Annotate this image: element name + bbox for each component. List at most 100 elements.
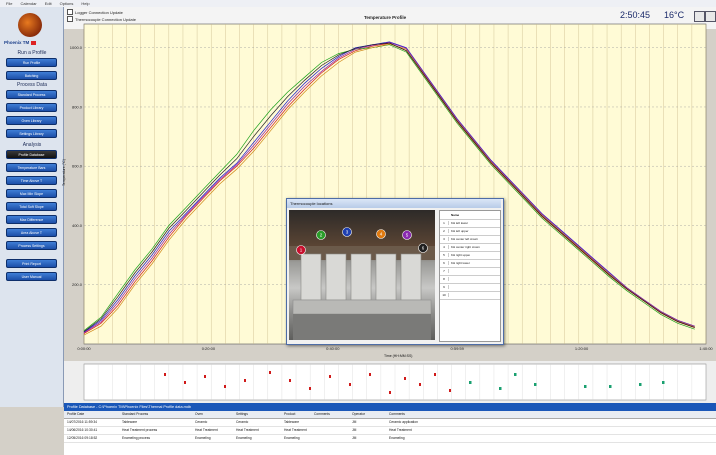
menu-help[interactable]: Help	[81, 1, 90, 6]
x-tick-label: 0:40:00	[326, 346, 340, 351]
red-marker	[309, 387, 311, 390]
col-oven[interactable]: Oven	[195, 412, 203, 416]
col-comments[interactable]: Comments	[314, 412, 330, 416]
oven-library-button[interactable]: Oven Library	[6, 116, 57, 125]
table-row[interactable]: 12/05/2016 09:18:52 Enameling process Enam…	[64, 435, 716, 443]
green-marker	[584, 385, 587, 388]
red-marker	[204, 375, 206, 378]
thermocouple-row[interactable]: 8	[440, 275, 500, 284]
col-settings[interactable]: Settings	[236, 412, 248, 416]
col-standard-process[interactable]: Standard Process	[122, 412, 149, 416]
thermocouple-name: KH center left crown	[451, 237, 479, 241]
table-row[interactable]: 14/06/2016 10:30:41 Heat Treatment proces…	[64, 427, 716, 435]
thermocouple-row[interactable]: 10	[440, 291, 500, 300]
table-cell: Heat Treatment	[195, 428, 218, 432]
menu-file[interactable]: File	[6, 1, 13, 6]
total-soft-slope-button[interactable]: Total Soft Slope	[6, 202, 57, 211]
settings-library-button[interactable]: Settings Library	[6, 129, 57, 138]
table-header: Name	[440, 211, 500, 220]
col-product[interactable]: Product	[284, 412, 296, 416]
table-cell: Heat Treatment process	[122, 428, 158, 432]
batching-button[interactable]: Batching	[6, 71, 57, 80]
table-cell: Enameling	[236, 436, 252, 440]
thermocouple-name: KH left lower	[451, 221, 469, 225]
thermocouple-row[interactable]: 2 KH left upper	[440, 227, 500, 236]
table-cell: 14/07/2016 11:59:34	[67, 420, 98, 424]
red-marker	[449, 389, 451, 392]
x-tick-label: 1:20:00	[575, 346, 589, 351]
y-tick-label: 800.0	[72, 104, 83, 109]
thermocouple-marker-icon	[296, 245, 306, 255]
chart-title: Temperature Profile	[364, 15, 407, 20]
logger-connection-check[interactable]: Logger Connection Update	[67, 9, 123, 15]
thermocouple-marker-label: 2	[320, 233, 323, 238]
area-above-t-button[interactable]: Area Above T	[6, 228, 57, 237]
thermocouple-row[interactable]: 3 KH center left crown	[440, 235, 500, 244]
thermocouple-marker-label: 1	[300, 248, 303, 253]
user-manual-button[interactable]: User Manual	[6, 272, 57, 281]
green-marker	[499, 387, 502, 390]
thermocouple-row[interactable]: 9	[440, 283, 500, 292]
run-profile-button[interactable]: Run Profile	[6, 58, 57, 67]
toolbar-icon-1[interactable]	[694, 11, 705, 22]
section-process-data-title: Process Data	[16, 82, 47, 88]
thermocouple-number: 1	[440, 221, 449, 225]
x-tick-label: 1:40:00	[699, 346, 713, 351]
time-above-t-button[interactable]: Time Above T	[6, 176, 57, 185]
thermocouple-row[interactable]: 5 KH right upper	[440, 251, 500, 260]
marker-strip	[64, 361, 716, 403]
col-profile-date[interactable]: Profile Date	[67, 412, 85, 416]
table-cell: 12/05/2016 09:18:52	[67, 436, 98, 440]
red-marker	[244, 379, 246, 382]
max-min-slope-button[interactable]: Max Min Slope	[6, 189, 57, 198]
series-line	[83, 42, 695, 332]
max-difference-button[interactable]: Max Difference	[6, 215, 57, 224]
green-marker	[534, 383, 537, 386]
thermocouple-connection-check[interactable]: Thermocouple Connection Update	[67, 16, 136, 22]
profile-database-button[interactable]: Profile Database	[6, 150, 57, 159]
table-cell: Tableware	[284, 420, 300, 424]
thermocouple-row[interactable]: 1 KH left lower	[440, 219, 500, 228]
checkbox-icon	[67, 9, 73, 15]
red-marker	[369, 373, 371, 376]
profile-database-panel: Profile Database - C:\Phoenix TM\Phoenix…	[64, 403, 716, 455]
thermocouple-name: KH left upper	[451, 229, 469, 233]
thermocouple-number: 2	[440, 229, 449, 233]
series-line	[83, 42, 695, 333]
table-cell: JM	[352, 428, 357, 432]
thermocouple-photo: 1 2 3 4 5 6	[289, 210, 435, 340]
brand-flag-icon	[31, 40, 37, 45]
standard-process-button[interactable]: Standard Process	[6, 90, 57, 99]
thermocouple-number: 3	[440, 237, 449, 241]
thermocouple-name-table: Name 1 KH left lower 2 KH left upper 3 KH cen…	[439, 210, 501, 342]
red-marker	[389, 391, 391, 394]
red-marker	[184, 381, 186, 384]
menu-edit[interactable]: Edit	[44, 1, 52, 6]
menu-options[interactable]: Options	[59, 1, 74, 6]
process-settings-button[interactable]: Process Settings	[6, 241, 57, 250]
checkbox-icon	[67, 16, 73, 22]
thermocouple-number: 6	[440, 261, 449, 265]
phoenix-logo-icon	[18, 13, 42, 37]
red-marker	[289, 379, 291, 382]
thermocouple-row[interactable]: 6 KH right lower	[440, 259, 500, 268]
marker-strip-svg	[83, 363, 707, 401]
series-line	[83, 43, 695, 336]
temperature-bars-button[interactable]: Temperature Bars	[6, 163, 57, 172]
top-info-bar: Logger Connection Update Thermocouple Co…	[64, 7, 716, 29]
series-line	[83, 41, 695, 333]
database-header: Profile Date Standard Process Oven Setti…	[64, 411, 716, 419]
table-cell: Ceramic	[236, 420, 249, 424]
thermocouple-row[interactable]: 4 KH center right crown	[440, 243, 500, 252]
col-comments-2[interactable]: Comments	[389, 412, 405, 416]
menu-calendar[interactable]: Calendar	[20, 1, 37, 6]
table-cell: Ceramic	[195, 420, 208, 424]
table-row[interactable]: 14/07/2016 11:59:34 Tableware Ceramic Ceram…	[64, 419, 716, 427]
product-library-button[interactable]: Product Library	[6, 103, 57, 112]
col-operator[interactable]: Operator	[352, 412, 366, 416]
thermocouple-name: KH right upper	[451, 253, 471, 257]
table-cell: Enameling	[195, 436, 211, 440]
green-marker	[469, 381, 472, 384]
thermocouple-row[interactable]: 7	[440, 267, 500, 276]
print-report-button[interactable]: Print Report	[6, 259, 57, 268]
